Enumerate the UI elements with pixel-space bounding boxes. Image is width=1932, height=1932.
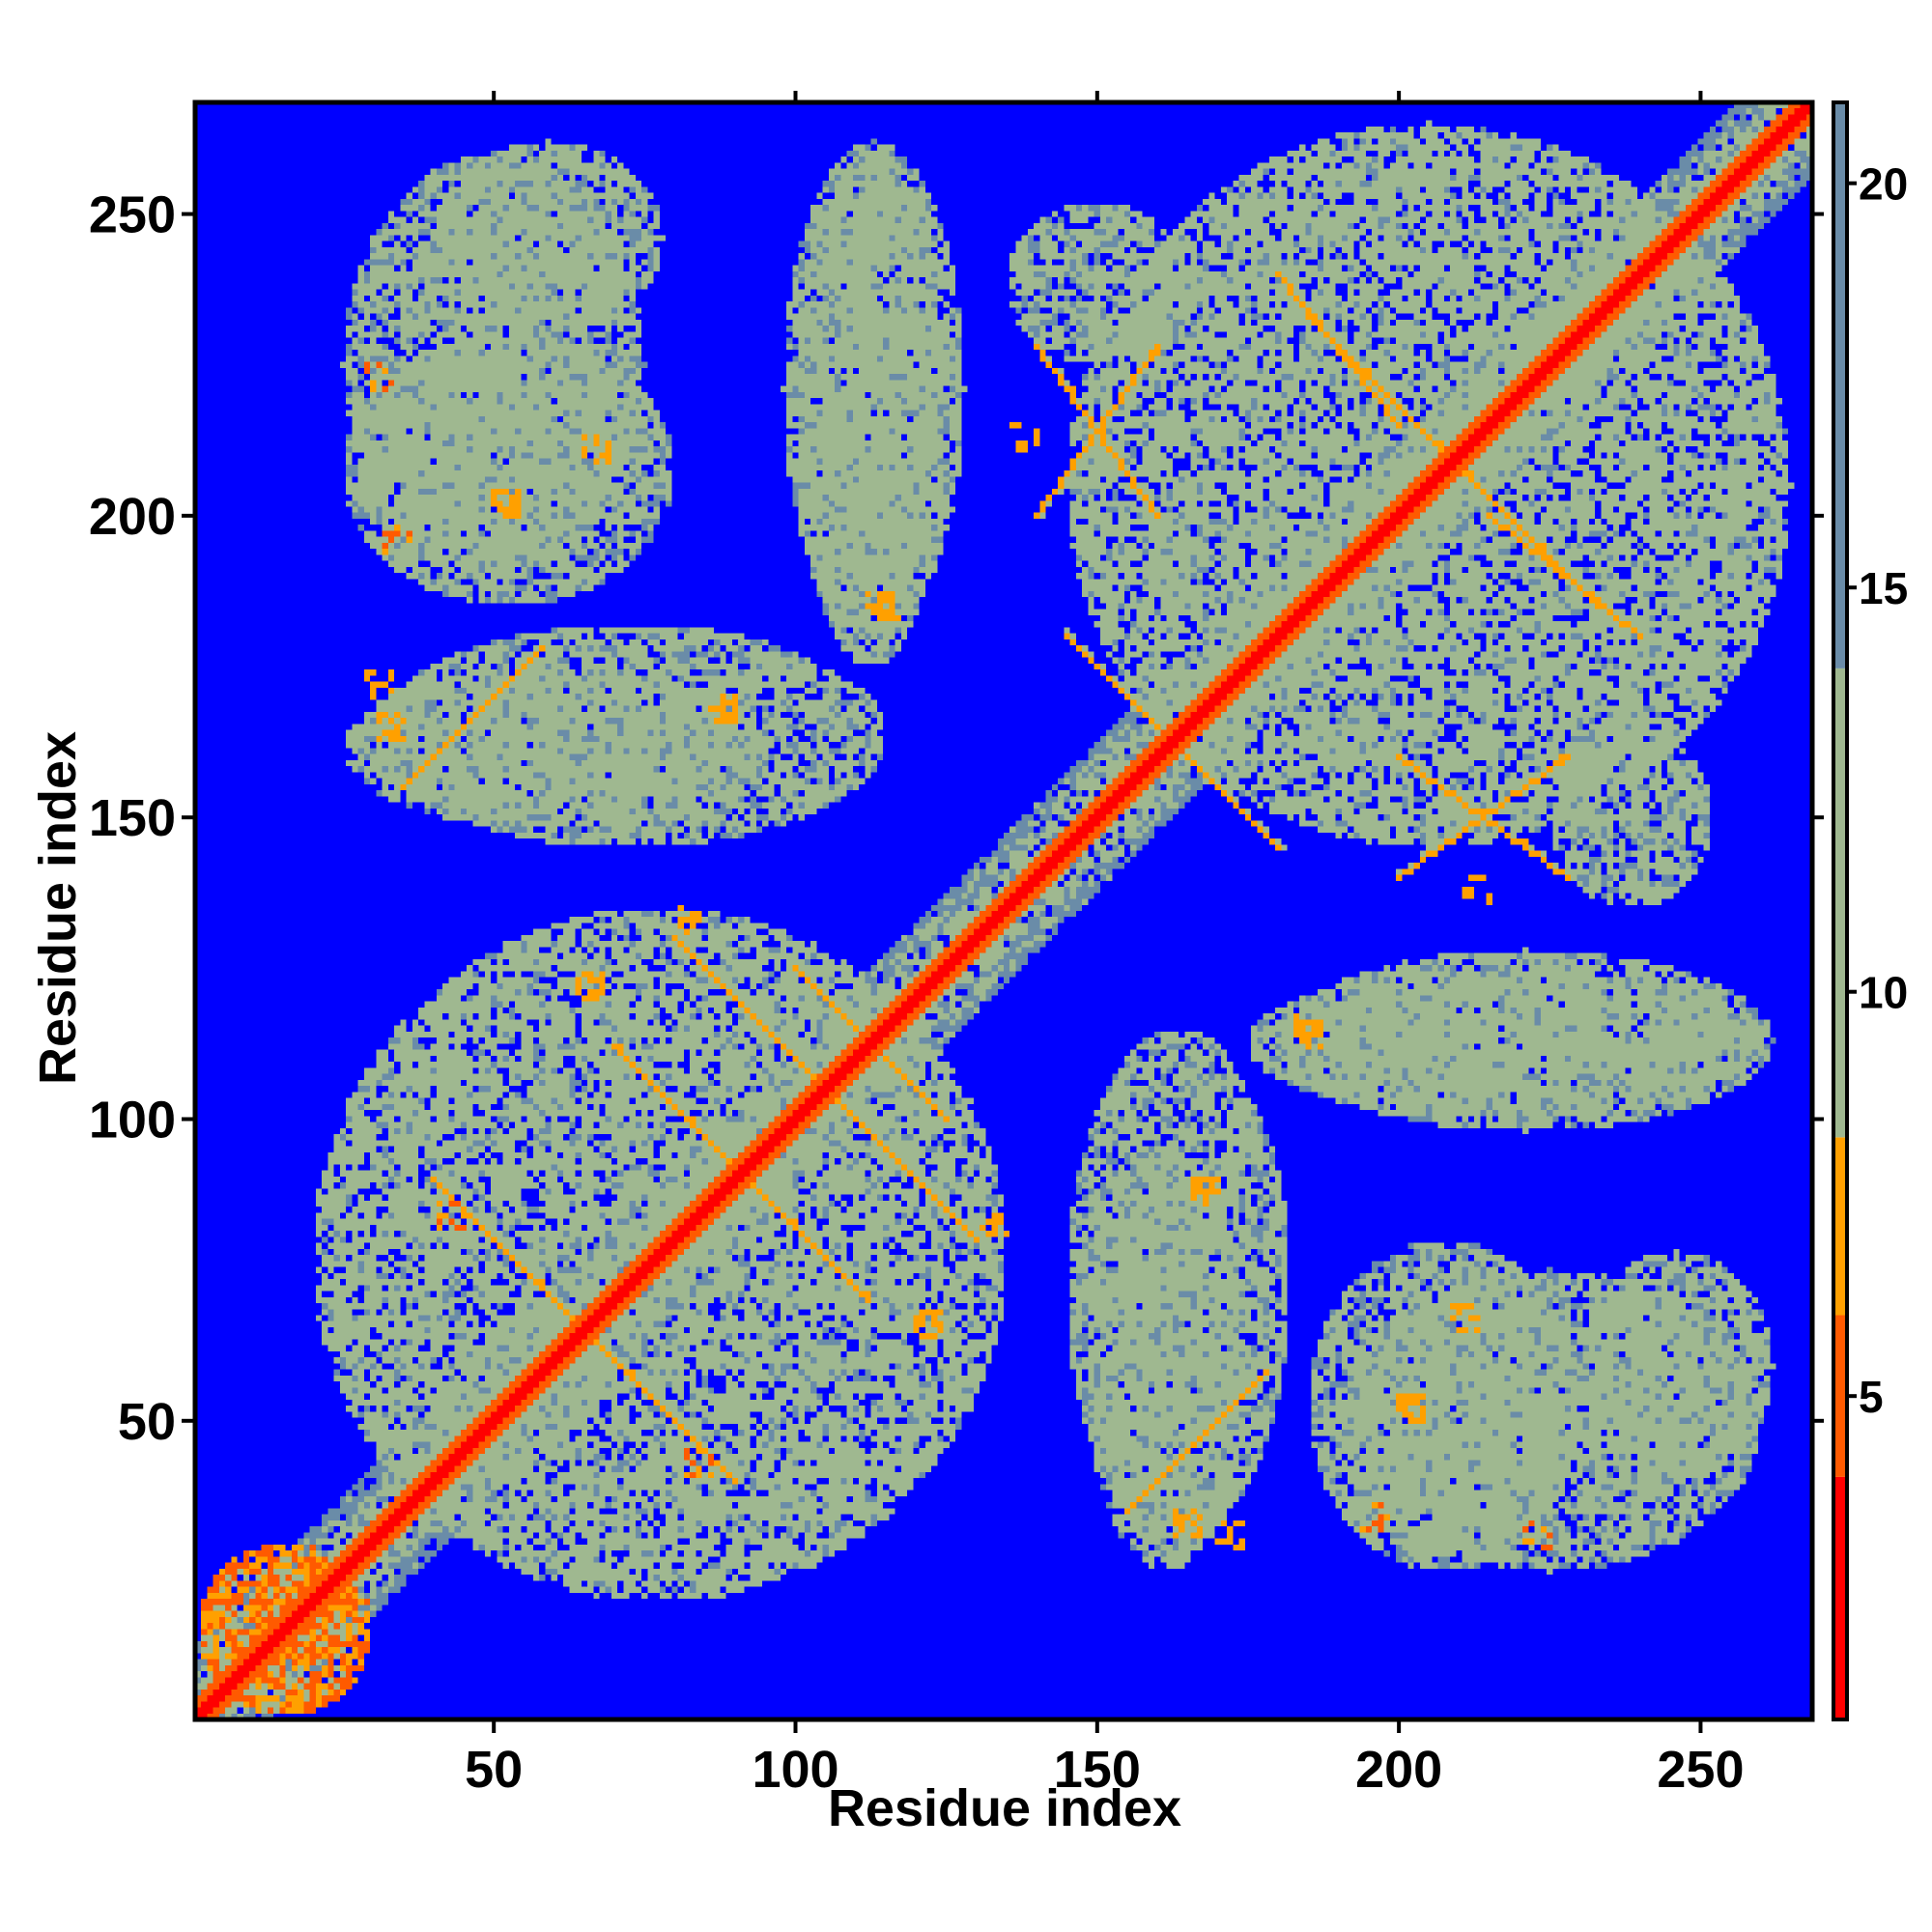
right-axis-ticks bbox=[1812, 212, 1824, 1423]
y-tick-label: 50 bbox=[118, 1393, 176, 1451]
colorbar-band bbox=[1833, 1476, 1847, 1719]
x-tick-label: 250 bbox=[1657, 1741, 1744, 1799]
y-axis: 50 100 150 200 250 bbox=[89, 186, 195, 1451]
x-axis-title: Residue index bbox=[828, 1779, 1181, 1837]
colorbar-band bbox=[1833, 102, 1847, 668]
colorbar-frame bbox=[1832, 100, 1849, 1721]
y-tick-label: 100 bbox=[89, 1091, 176, 1149]
x-tick-label: 200 bbox=[1355, 1741, 1442, 1799]
colorbar-tick-label: 15 bbox=[1859, 563, 1908, 613]
x-tick-label: 150 bbox=[1054, 1741, 1141, 1799]
x-tick-label: 50 bbox=[465, 1741, 523, 1799]
colorbar-band bbox=[1833, 1315, 1847, 1477]
y-tick-label: 200 bbox=[89, 488, 176, 546]
heatmap-cells bbox=[195, 102, 1812, 1719]
colorbar-tick-label: 10 bbox=[1859, 968, 1908, 1018]
colorbar-axis: 5 10 15 20 bbox=[1847, 159, 1908, 1422]
colorbar-band bbox=[1833, 1137, 1847, 1316]
x-axis: 50 100 150 200 250 bbox=[465, 1719, 1744, 1799]
colorbar bbox=[1832, 100, 1849, 1721]
x-tick-label: 100 bbox=[752, 1741, 838, 1799]
y-tick-label: 150 bbox=[89, 789, 176, 847]
colorbar-band bbox=[1833, 668, 1847, 1138]
colorbar-tick-label: 5 bbox=[1859, 1372, 1884, 1422]
colorbar-tick-label: 20 bbox=[1859, 159, 1908, 210]
y-tick-label: 250 bbox=[89, 186, 176, 244]
heatmap bbox=[195, 102, 1812, 1719]
plot-frame bbox=[192, 99, 1815, 1722]
top-axis-ticks bbox=[492, 91, 1703, 102]
y-axis-title: Residue index bbox=[29, 731, 87, 1085]
